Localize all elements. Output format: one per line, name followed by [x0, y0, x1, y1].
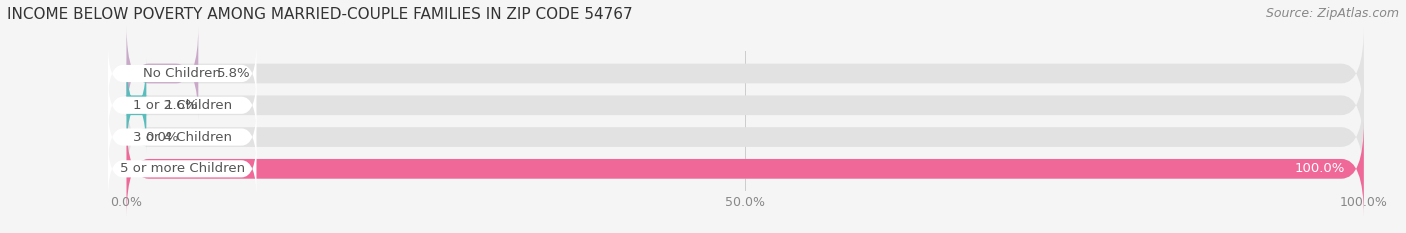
- FancyBboxPatch shape: [124, 58, 149, 153]
- FancyBboxPatch shape: [127, 90, 1364, 184]
- FancyBboxPatch shape: [127, 121, 1364, 216]
- FancyBboxPatch shape: [108, 139, 256, 198]
- FancyBboxPatch shape: [108, 107, 256, 167]
- FancyBboxPatch shape: [108, 76, 256, 135]
- Text: 5 or more Children: 5 or more Children: [120, 162, 245, 175]
- FancyBboxPatch shape: [108, 44, 256, 103]
- Text: 100.0%: 100.0%: [1295, 162, 1346, 175]
- Text: 1.6%: 1.6%: [165, 99, 198, 112]
- FancyBboxPatch shape: [127, 26, 1364, 121]
- Text: 5.8%: 5.8%: [217, 67, 250, 80]
- Text: INCOME BELOW POVERTY AMONG MARRIED-COUPLE FAMILIES IN ZIP CODE 54767: INCOME BELOW POVERTY AMONG MARRIED-COUPL…: [7, 7, 633, 22]
- FancyBboxPatch shape: [127, 58, 1364, 153]
- Text: 0.0%: 0.0%: [145, 130, 179, 144]
- Text: 3 or 4 Children: 3 or 4 Children: [132, 130, 232, 144]
- Text: No Children: No Children: [143, 67, 221, 80]
- FancyBboxPatch shape: [127, 26, 198, 121]
- Text: Source: ZipAtlas.com: Source: ZipAtlas.com: [1265, 7, 1399, 20]
- Text: 1 or 2 Children: 1 or 2 Children: [132, 99, 232, 112]
- FancyBboxPatch shape: [127, 121, 1364, 216]
